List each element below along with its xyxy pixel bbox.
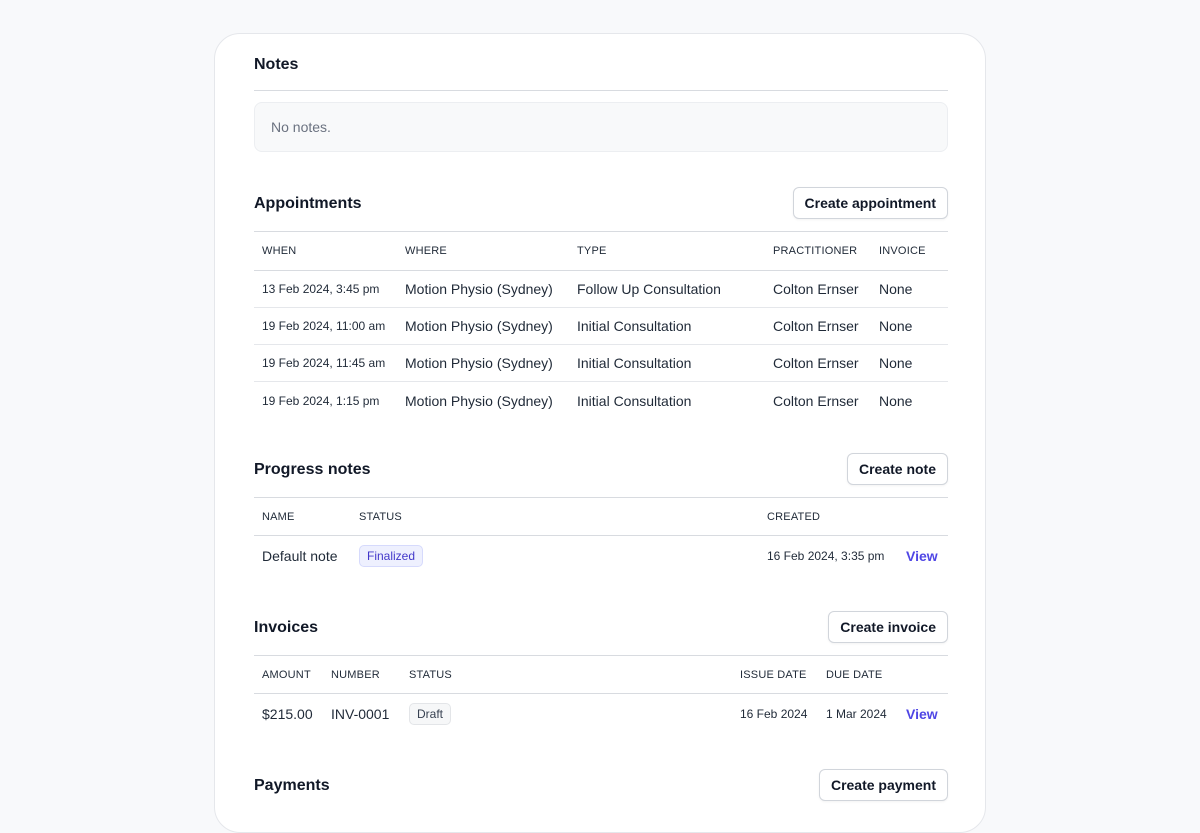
appointment-practitioner: Colton Ernser [773, 281, 859, 297]
notes-empty: No notes. [254, 102, 948, 152]
progress-notes-title: Progress notes [254, 461, 371, 478]
col-status: STATUS [359, 511, 402, 523]
invoice-amount: $215.00 [262, 706, 313, 722]
invoice-number: INV-0001 [331, 706, 390, 722]
divider [254, 90, 948, 91]
col-practitioner: PRACTITIONER [773, 245, 858, 257]
divider [254, 231, 948, 232]
appointment-type: Follow Up Consultation [577, 281, 721, 297]
appointments-title: Appointments [254, 195, 362, 212]
divider [254, 497, 948, 498]
col-type: TYPE [577, 245, 607, 257]
divider [254, 535, 948, 536]
create-appointment-button[interactable]: Create appointment [792, 187, 948, 219]
appointment-where: Motion Physio (Sydney) [405, 281, 553, 297]
appointment-when: 19 Feb 2024, 11:00 am [262, 319, 386, 333]
note-name: Default note [262, 548, 338, 564]
table-row: Default note Finalized 16 Feb 2024, 3:35… [254, 537, 948, 575]
invoice-issue-date: 16 Feb 2024 [740, 707, 808, 721]
status-badge: Draft [409, 703, 452, 725]
col-where: WHERE [405, 245, 447, 257]
note-created: 16 Feb 2024, 3:35 pm [767, 549, 885, 563]
invoice-due-date: 1 Mar 2024 [826, 707, 887, 721]
col-created: CREATED [767, 511, 821, 523]
payments-title: Payments [254, 777, 330, 794]
divider [254, 693, 948, 694]
col-amount: AMOUNT [262, 669, 311, 681]
table-row: 19 Feb 2024, 11:00 am Motion Physio (Sydn… [254, 308, 948, 345]
divider [254, 655, 948, 656]
col-issue-date: ISSUE DATE [740, 669, 807, 681]
appointment-where: Motion Physio (Sydney) [405, 318, 553, 334]
view-invoice-link[interactable]: View [906, 706, 938, 722]
appointment-invoice: None [879, 281, 913, 297]
col-invoice: INVOICE [879, 245, 926, 257]
appointment-invoice: None [879, 392, 913, 409]
table-row: 19 Feb 2024, 11:45 am Motion Physio (Sydn… [254, 345, 948, 382]
col-status: STATUS [409, 669, 452, 681]
table-row: $215.00 INV-0001 Draft 16 Feb 2024 1 Mar… [254, 695, 948, 733]
appointment-practitioner: Colton Ernser [773, 392, 859, 409]
table-row: 13 Feb 2024, 3:45 pm Motion Physio (Sydne… [254, 271, 948, 308]
appointment-practitioner: Colton Ernser [773, 318, 859, 334]
appointment-invoice: None [879, 318, 913, 334]
appointment-type: Initial Consultation [577, 392, 692, 409]
appointment-where: Motion Physio (Sydney) [405, 392, 553, 409]
patient-detail-card: Notes No notes. Appointments Create appo… [214, 33, 986, 833]
appointment-type: Initial Consultation [577, 318, 692, 334]
appointment-type: Initial Consultation [577, 355, 692, 371]
view-note-link[interactable]: View [906, 548, 938, 564]
col-when: WHEN [262, 245, 297, 257]
status-badge: Finalized [359, 545, 424, 567]
col-name: NAME [262, 511, 295, 523]
appointment-when: 19 Feb 2024, 11:45 am [262, 356, 386, 370]
create-payment-button[interactable]: Create payment [818, 769, 948, 801]
appointment-invoice: None [879, 355, 913, 371]
invoices-header: AMOUNT NUMBER STATUS ISSUE DATE DUE DATE [254, 656, 948, 694]
notes-title: Notes [254, 56, 299, 73]
appointment-when: 13 Feb 2024, 3:45 pm [262, 282, 380, 296]
progress-notes-header: NAME STATUS CREATED [254, 498, 948, 536]
create-invoice-button[interactable]: Create invoice [828, 611, 948, 643]
appointment-practitioner: Colton Ernser [773, 355, 859, 371]
col-due-date: DUE DATE [826, 669, 883, 681]
col-number: NUMBER [331, 669, 380, 681]
create-note-button[interactable]: Create note [846, 453, 948, 485]
appointment-when: 19 Feb 2024, 1:15 pm [262, 393, 380, 408]
table-row: 19 Feb 2024, 1:15 pm Motion Physio (Sydne… [254, 382, 948, 419]
appointment-where: Motion Physio (Sydney) [405, 355, 553, 371]
divider [254, 270, 948, 271]
appointments-header: WHEN WHERE TYPE PRACTITIONER INVOICE [254, 232, 948, 270]
invoices-title: Invoices [254, 619, 319, 636]
